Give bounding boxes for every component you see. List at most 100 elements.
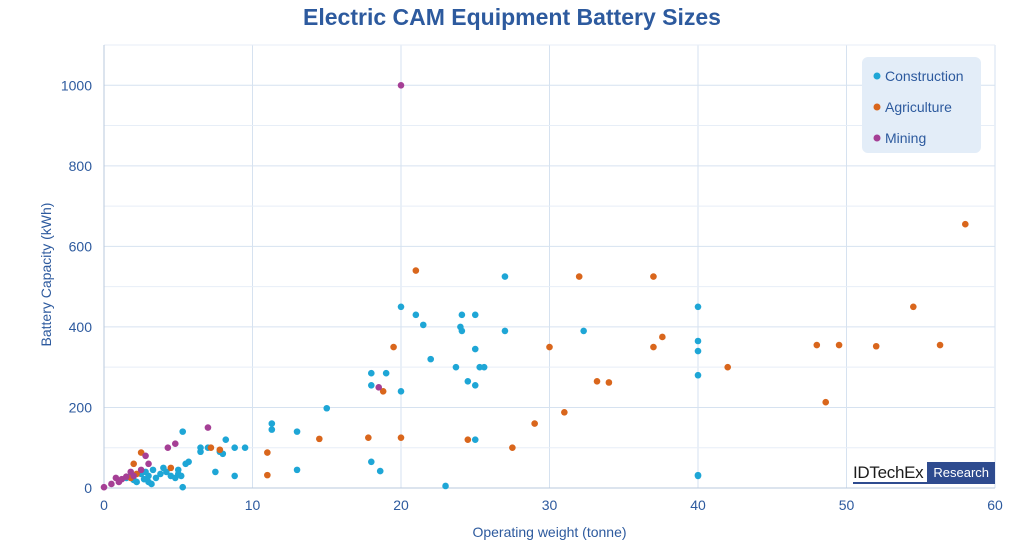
- chart-title: Electric CAM Equipment Battery Sizes: [303, 4, 721, 30]
- data-point: [659, 333, 666, 341]
- data-point: [471, 436, 479, 443]
- legend-entry: Construction: [885, 68, 964, 84]
- x-tick-label: 20: [393, 497, 409, 513]
- x-tick-label: 30: [542, 497, 558, 513]
- data-point: [133, 478, 140, 486]
- data-point: [464, 436, 472, 443]
- x-tick-label: 60: [987, 497, 1003, 513]
- legend-marker: [873, 134, 881, 142]
- legend-marker: [873, 72, 881, 80]
- data-point: [835, 341, 843, 349]
- legend-entry: Mining: [885, 130, 926, 146]
- data-point: [452, 363, 460, 371]
- data-point: [962, 220, 969, 228]
- data-point: [174, 466, 182, 474]
- data-point: [509, 444, 516, 452]
- data-point: [397, 388, 405, 395]
- data-point: [531, 420, 538, 427]
- data-point: [390, 343, 397, 351]
- data-point: [605, 379, 613, 386]
- data-point: [650, 273, 657, 280]
- data-point: [145, 472, 152, 480]
- data-point: [163, 468, 170, 476]
- data-point: [872, 342, 880, 350]
- data-point: [397, 303, 405, 311]
- y-tick-label: 600: [69, 238, 93, 254]
- data-point: [694, 347, 702, 355]
- data-point: [179, 483, 187, 491]
- data-point: [694, 371, 702, 379]
- data-point: [546, 343, 553, 351]
- data-point: [157, 470, 164, 478]
- data-point: [212, 468, 219, 476]
- data-point: [464, 377, 472, 385]
- data-point: [108, 480, 115, 488]
- legend-entry: Agriculture: [885, 99, 952, 115]
- brand-name: IDTechEx: [853, 462, 928, 484]
- y-tick-label: 400: [69, 319, 93, 335]
- data-point: [145, 460, 152, 468]
- data-point: [376, 467, 384, 475]
- data-point: [575, 273, 583, 280]
- data-point: [164, 444, 172, 452]
- data-point: [122, 473, 130, 481]
- series-agriculture: [127, 220, 969, 482]
- data-point: [171, 440, 179, 448]
- data-point: [397, 81, 405, 89]
- data-point: [167, 464, 175, 472]
- data-point: [241, 444, 249, 452]
- data-point: [593, 377, 601, 385]
- data-point: [142, 452, 149, 460]
- data-point: [580, 327, 587, 335]
- data-point: [382, 369, 390, 377]
- data-point: [458, 327, 466, 335]
- data-point: [148, 480, 155, 488]
- x-tick-label: 50: [839, 497, 855, 513]
- x-axis-label: Operating weight (tonne): [472, 524, 626, 540]
- data-point: [397, 434, 405, 441]
- y-tick-label: 200: [69, 399, 93, 415]
- legend: Construction Agriculture Mining: [862, 57, 981, 153]
- data-point: [419, 321, 427, 329]
- data-point: [412, 311, 420, 319]
- data-point: [197, 444, 204, 452]
- data-points: [100, 81, 969, 491]
- data-point: [365, 434, 372, 441]
- data-point: [100, 483, 108, 491]
- data-point: [813, 341, 821, 349]
- data-point: [268, 426, 276, 433]
- data-point: [264, 471, 271, 479]
- data-point: [822, 398, 830, 406]
- brand-tag: Research: [927, 462, 995, 484]
- y-tick-label: 1000: [61, 77, 92, 93]
- grid-lines: [104, 44, 996, 488]
- data-point: [471, 311, 479, 319]
- data-point: [427, 355, 435, 363]
- y-tick-label: 0: [84, 480, 92, 496]
- data-point: [231, 444, 238, 452]
- data-point: [293, 428, 301, 435]
- data-point: [231, 472, 238, 480]
- brand-logo: IDTechEx Research: [853, 462, 995, 484]
- data-point: [293, 466, 301, 474]
- data-point: [204, 424, 212, 431]
- data-point: [368, 369, 375, 377]
- series-construction: [122, 273, 702, 491]
- data-point: [458, 311, 466, 319]
- data-point: [207, 444, 215, 452]
- data-point: [412, 267, 420, 274]
- data-point: [936, 341, 944, 349]
- legend-box: [862, 57, 981, 153]
- data-point: [375, 384, 383, 391]
- data-point: [316, 435, 323, 443]
- data-point: [501, 327, 509, 335]
- y-tick-label: 800: [69, 158, 93, 174]
- data-point: [130, 472, 137, 480]
- data-point: [323, 404, 331, 412]
- data-point: [561, 408, 568, 416]
- data-point: [724, 363, 731, 371]
- data-point: [379, 388, 387, 395]
- data-point: [471, 382, 479, 389]
